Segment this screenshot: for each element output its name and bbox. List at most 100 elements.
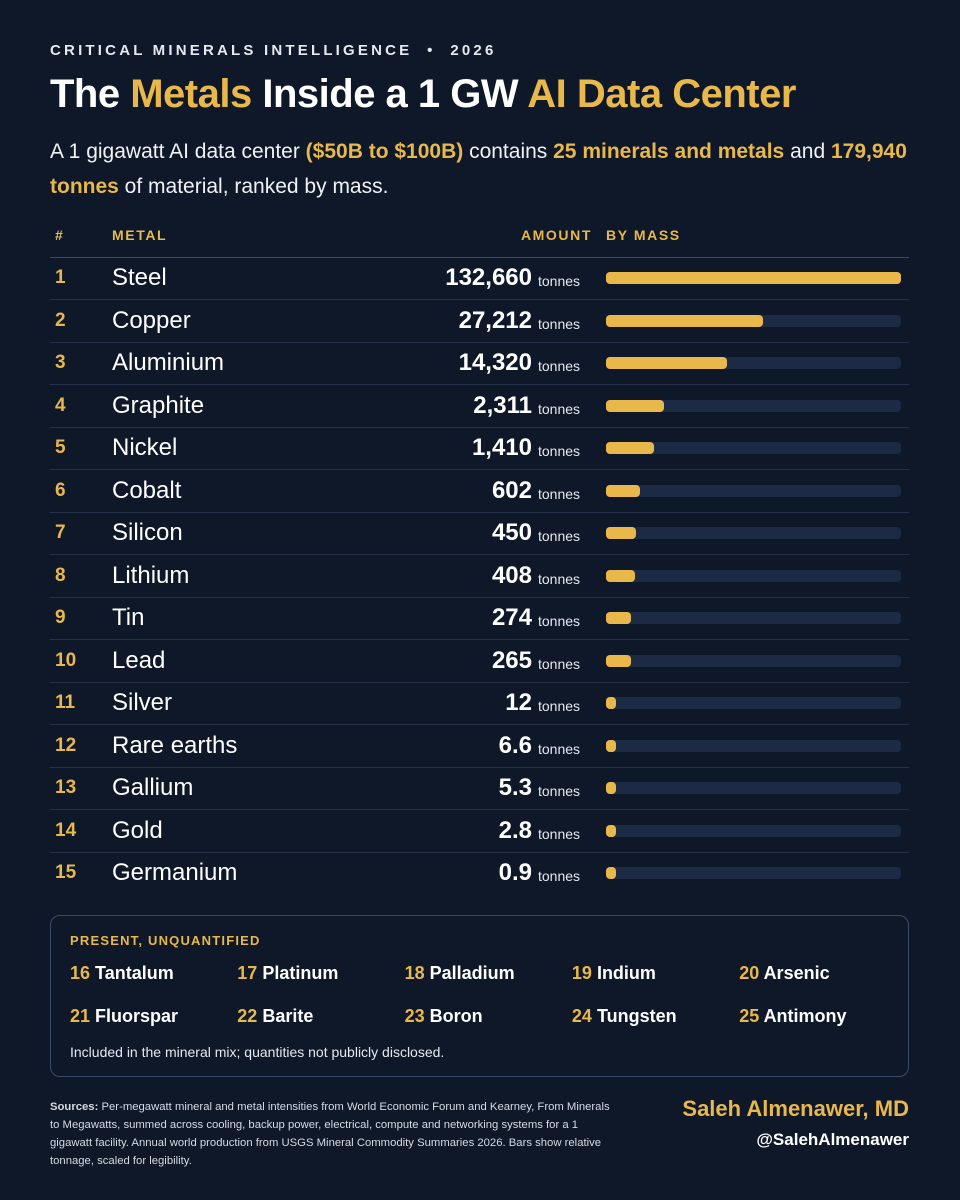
rank: 14 — [55, 819, 77, 841]
amount: 5.3 — [498, 774, 532, 801]
mineral-name: Indium — [596, 963, 656, 983]
amount: 2.8 — [498, 816, 532, 844]
metal: Germanium — [112, 859, 238, 886]
rank: 15 — [55, 862, 77, 883]
bar — [606, 399, 665, 412]
row-separator — [50, 341, 909, 343]
rank: 12 — [55, 734, 77, 756]
bar — [606, 527, 637, 539]
metal: Graphite — [112, 391, 205, 419]
mineral-item: 19 Indium — [572, 963, 656, 984]
unit: tonnes — [538, 273, 581, 289]
mineral-name: Tungsten — [596, 1006, 677, 1026]
amount: 12 — [505, 689, 532, 716]
sources: Sources: Per-megawatt mineral and metal … — [50, 1098, 620, 1170]
metal: Gold — [112, 816, 163, 844]
mineral-name: Boron — [429, 1006, 483, 1026]
box-title: PRESENT, UNQUANTIFIED — [70, 933, 261, 948]
text-part: 25 minerals and metals — [553, 140, 785, 163]
unit: tonnes — [538, 528, 581, 544]
amount: 2,311 — [473, 391, 532, 419]
mineral-item: 23 Boron — [405, 1006, 483, 1027]
mineral-item: 21 Fluorspar — [70, 1006, 178, 1027]
text-part: 179,940 tonnes — [50, 140, 913, 198]
bar — [606, 612, 631, 624]
row-separator — [50, 809, 909, 810]
column-header: METAL — [112, 227, 168, 243]
mineral-rank: 18 — [404, 963, 425, 983]
text-part: AI Data Center — [527, 72, 796, 116]
row-separator — [50, 511, 909, 513]
unit: tonnes — [538, 825, 581, 842]
bar — [606, 739, 616, 752]
bar — [606, 824, 616, 837]
metal: Cobalt — [112, 476, 182, 504]
unit: tonnes — [538, 570, 581, 587]
row-separator — [50, 299, 909, 300]
text-part: A 1 gigawatt AI data center — [50, 140, 306, 163]
mineral-rank: 16 — [70, 963, 91, 983]
bar-track — [606, 824, 901, 837]
bar-track — [606, 867, 901, 879]
bar-track — [606, 527, 901, 539]
handle: @SalehAlmenawer — [756, 1130, 909, 1149]
mineral-item: 22 Barite — [237, 1006, 313, 1027]
row-separator — [50, 851, 909, 853]
rank: 4 — [55, 394, 66, 416]
mineral-rank: 20 — [739, 963, 760, 983]
mineral-name: Barite — [262, 1006, 314, 1026]
mineral-name: Fluorspar — [95, 1006, 179, 1026]
rank: 11 — [55, 692, 76, 713]
row-separator — [50, 384, 909, 385]
bar-track — [606, 612, 901, 624]
bar-track — [606, 739, 901, 752]
header-rule — [50, 257, 909, 258]
amount: 14,320 — [458, 349, 532, 376]
unit: tonnes — [538, 698, 581, 714]
bar-track — [606, 484, 901, 497]
metal: Gallium — [112, 774, 194, 801]
mineral-rank: 23 — [404, 1006, 425, 1026]
metal: Copper — [112, 306, 191, 334]
kicker: CRITICAL MINERALS INTELLIGENCE • 2026 — [50, 42, 497, 59]
bar-track — [606, 442, 901, 454]
mineral-item: 16 Tantalum — [70, 963, 174, 984]
text-part: Inside a 1 GW — [251, 72, 528, 116]
bar — [606, 357, 728, 369]
mineral-rank: 25 — [739, 1006, 760, 1026]
rank: 1 — [55, 267, 66, 288]
metal: Rare earths — [112, 731, 238, 759]
kicker-year: 2026 — [450, 42, 497, 59]
mineral-name: Platinum — [262, 963, 339, 983]
row-separator — [50, 766, 909, 768]
bar-track — [606, 782, 901, 794]
mineral-rank: 24 — [571, 1006, 592, 1026]
mineral-item: 17 Platinum — [237, 963, 338, 984]
rank: 2 — [55, 309, 66, 331]
metal: Steel — [112, 264, 167, 291]
mineral-rank: 17 — [237, 963, 258, 983]
amount: 6.6 — [498, 731, 532, 759]
subtitle: A 1 gigawatt AI data center ($50B to $10… — [50, 134, 920, 204]
row-separator — [50, 426, 909, 428]
row-separator — [50, 681, 909, 683]
metal: Lead — [112, 646, 166, 674]
amount: 0.9 — [498, 859, 532, 886]
rank: 7 — [55, 522, 66, 543]
bar-track — [606, 697, 901, 709]
column-header: # — [55, 227, 65, 243]
text-part: Metals — [130, 72, 252, 116]
metal: Nickel — [112, 434, 178, 461]
author: Saleh Almenawer, MD — [682, 1096, 909, 1121]
bar — [606, 442, 654, 454]
bar — [606, 569, 636, 582]
unit: tonnes — [538, 613, 581, 629]
bar — [606, 484, 641, 497]
mineral-item: 20 Arsenic — [739, 963, 829, 984]
row-separator — [50, 639, 909, 640]
mineral-item: 24 Tungsten — [572, 1006, 677, 1027]
amount: 602 — [491, 476, 532, 504]
column-header: BY MASS — [606, 227, 681, 243]
unit: tonnes — [538, 783, 581, 799]
